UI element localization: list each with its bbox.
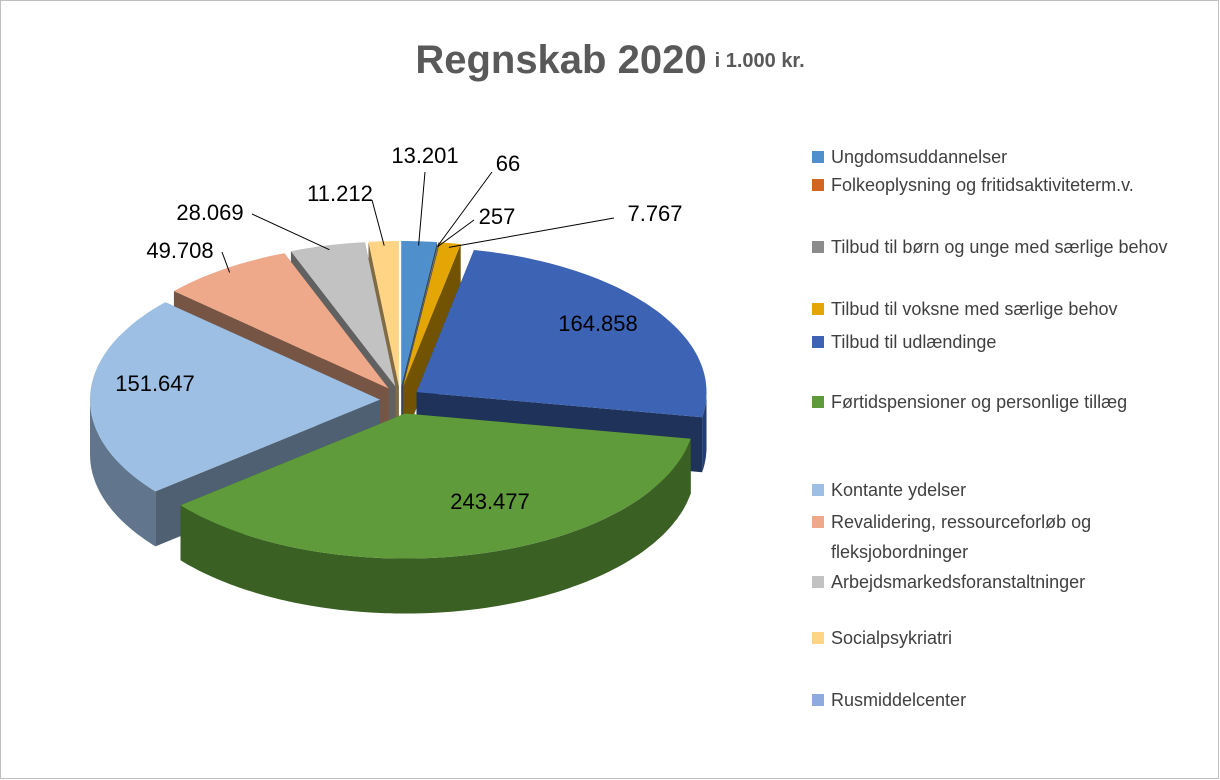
title: Regnskab 2020 <box>415 38 706 82</box>
slice <box>402 242 440 387</box>
legend-entry: Revalidering, ressourceforløb og fleksjo… <box>812 507 1176 567</box>
legend-swatch <box>812 303 824 315</box>
legend-swatch <box>812 632 824 644</box>
leader-line <box>436 171 493 247</box>
legend-swatch <box>812 179 824 191</box>
slice-side <box>702 392 707 473</box>
data-label: 151.647 <box>115 371 195 396</box>
data-label: 7.767 <box>627 201 682 226</box>
legend-swatch <box>812 576 824 588</box>
data-label: 66 <box>496 151 520 176</box>
legend-entry: Førtidspensioner og personlige tillæg <box>812 387 1127 417</box>
data-label: 13.201 <box>391 143 458 168</box>
legend-entry: Kontante ydelser <box>812 475 966 505</box>
leader-line <box>221 251 231 273</box>
leader-line <box>371 199 385 246</box>
data-label: 164.858 <box>558 311 638 336</box>
legend-swatch <box>812 241 824 253</box>
legend-swatch <box>812 694 824 706</box>
leader-line <box>448 217 615 248</box>
legend-label: Folkeoplysning og fritidsaktiviteterm.v. <box>831 175 1134 195</box>
data-label: 11.212 <box>307 181 373 206</box>
legend-entry: Arbejdsmarkedsforanstaltninger <box>812 567 1085 597</box>
slice-side <box>90 399 156 547</box>
legend-swatch <box>812 151 824 163</box>
legend-entry: Ungdomsuddannelser <box>812 142 1007 172</box>
slice <box>416 250 707 418</box>
slice-side <box>180 438 691 614</box>
legend-label: Arbejdsmarkedsforanstaltninger <box>831 572 1086 592</box>
legend-entry: Tilbud til børn og unge med særlige beho… <box>812 232 1168 262</box>
slice <box>368 241 399 386</box>
legend-label: Kontante ydelser <box>831 480 967 500</box>
pie <box>90 241 707 614</box>
legend-label: Ungdomsuddannelser <box>831 147 1008 167</box>
legend-swatch <box>812 484 824 496</box>
slice <box>403 242 461 387</box>
legend-label: Tilbud til voksne med særlige behov <box>831 299 1118 319</box>
legend-entry: Rusmiddelcenter <box>812 685 966 715</box>
data-label: 49.708 <box>146 238 213 263</box>
leader-line <box>251 213 330 251</box>
leader-line <box>418 171 426 246</box>
legend-label: Socialpsykriatri <box>831 628 953 648</box>
legend-label: Rusmiddelcenter <box>831 690 967 710</box>
legend-label: Revalidering, ressourceforløb og fleksjo… <box>831 512 1092 562</box>
legend-label: Tilbud til udlændinge <box>831 332 997 352</box>
legend-entry: Socialpsykriatri <box>812 623 952 653</box>
legend-label: Førtidspensioner og personlige tillæg <box>831 392 1128 412</box>
legend-label: Tilbud til børn og unge med særlige beho… <box>831 237 1168 257</box>
slice <box>173 253 389 389</box>
legend-swatch <box>812 396 824 408</box>
slice <box>180 413 691 559</box>
legend-swatch <box>812 516 824 528</box>
subtitle: i 1.000 kr. <box>715 50 805 72</box>
leader-line <box>437 219 475 248</box>
data-label: 257 <box>479 204 516 229</box>
legend-entry: Tilbud til voksne med særlige behov <box>812 294 1117 324</box>
legend-entry: Tilbud til udlændinge <box>812 327 996 357</box>
legend-swatch <box>812 336 824 348</box>
slice <box>402 242 439 387</box>
slice <box>401 241 437 386</box>
data-label: 243.477 <box>450 489 530 514</box>
chart-title: Regnskab 2020 i 1.000 kr. <box>415 38 804 82</box>
data-label: 28.069 <box>176 200 243 225</box>
slice <box>90 302 380 492</box>
legend-entry: Folkeoplysning og fritidsaktiviteterm.v. <box>812 170 1134 200</box>
slice <box>290 242 396 387</box>
